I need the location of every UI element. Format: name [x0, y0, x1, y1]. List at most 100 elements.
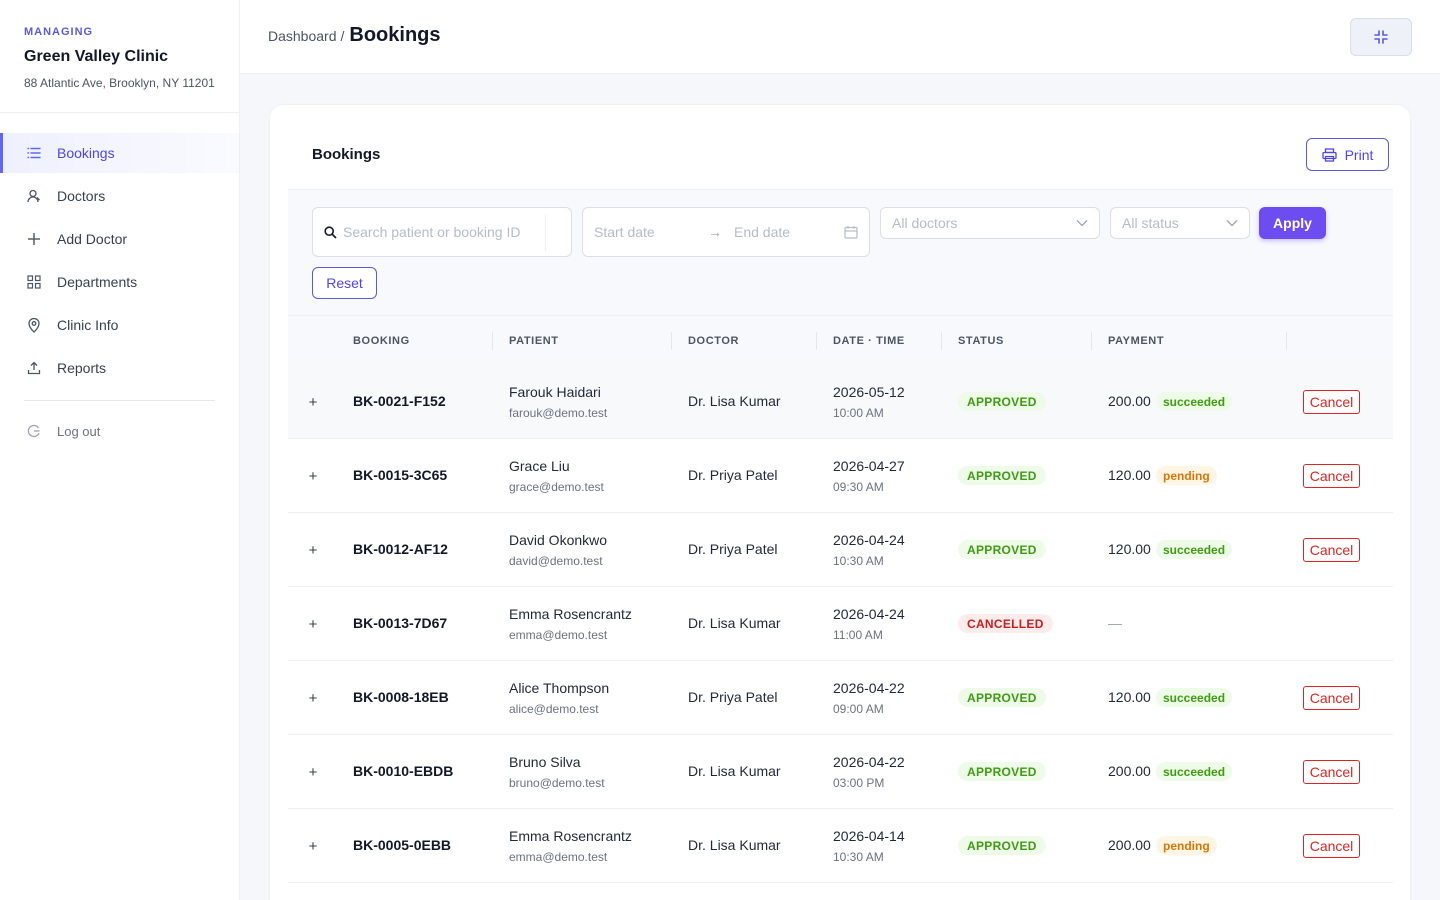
payment-status-badge: succeeded [1156, 688, 1233, 707]
payment-status-badge: pending [1156, 466, 1217, 485]
expand-row-icon[interactable]: + [308, 837, 318, 855]
booking-date: 2026-04-22 [833, 754, 905, 770]
patient-name: David Okonkwo [509, 532, 608, 548]
doctor-name: Dr. Lisa Kumar [688, 763, 781, 779]
print-label: Print [1344, 146, 1374, 163]
booking-date: 2026-04-14 [833, 828, 905, 844]
logout-button[interactable]: Log out [0, 411, 239, 451]
clinic-info-block: MANAGING Green Valley Clinic 88 Atlantic… [0, 0, 239, 113]
doctor-select[interactable]: All doctors [880, 207, 1100, 239]
table-body: + BK-0021-F152 Farouk Haidari farouk@demo.t… [288, 365, 1393, 883]
payment-amount: 120.00 [1108, 467, 1151, 483]
breadcrumb-separator: / [340, 28, 345, 44]
expand-row-icon[interactable]: + [308, 541, 318, 559]
status-select[interactable]: All status [1110, 207, 1250, 239]
sidebar-item-reports[interactable]: Reports [0, 348, 239, 388]
expand-row-icon[interactable]: + [308, 615, 318, 633]
doctor-name: Dr. Lisa Kumar [688, 393, 781, 409]
sidebar-item-doctors[interactable]: Doctors [0, 176, 239, 216]
doctor-name: Dr. Priya Patel [688, 541, 778, 557]
column-header-patient[interactable]: PATIENT [509, 335, 559, 347]
sidebar-item-bookings[interactable]: Bookings [0, 133, 239, 173]
apply-button[interactable]: Apply [1259, 207, 1326, 239]
booking-date: 2026-05-12 [833, 384, 905, 400]
sidebar-item-clinic-info[interactable]: Clinic Info [0, 305, 239, 345]
booking-time: 10:30 AM [833, 554, 884, 568]
booking-time: 10:30 AM [833, 850, 884, 864]
patient-email: emma@demo.test [509, 850, 608, 864]
printer-icon [1321, 147, 1337, 162]
patient-email: alice@demo.test [509, 702, 599, 716]
patient-email: bruno@demo.test [509, 776, 605, 790]
column-header-date-time[interactable]: DATE · TIME [833, 335, 905, 347]
plus-icon [26, 231, 42, 247]
doctor-select-value: All doctors [892, 215, 958, 231]
cancel-booking-button[interactable]: Cancel [1303, 464, 1360, 488]
payment-amount: 200.00 [1108, 393, 1151, 409]
location-pin-icon [26, 317, 42, 333]
arrow-right-icon: → [708, 224, 722, 240]
cancel-booking-button[interactable]: Cancel [1303, 686, 1360, 710]
column-separator [492, 332, 493, 350]
status-select-value: All status [1122, 215, 1179, 231]
cancel-booking-button[interactable]: Cancel [1303, 760, 1360, 784]
column-separator [1286, 332, 1287, 350]
grid-icon [26, 274, 42, 290]
search-input[interactable] [343, 224, 543, 240]
status-badge: APPROVED [958, 836, 1046, 855]
expand-row-icon[interactable]: + [308, 393, 318, 411]
payment-status-badge: succeeded [1156, 762, 1233, 781]
expand-row-icon[interactable]: + [308, 689, 318, 707]
reset-button[interactable]: Reset [312, 267, 377, 299]
end-date-placeholder[interactable]: End date [734, 224, 791, 240]
booking-id: BK-0010-EBDB [353, 763, 454, 779]
managing-label: MANAGING [24, 26, 94, 38]
clinic-address: 88 Atlantic Ave, Brooklyn, NY 11201 [24, 76, 215, 90]
status-badge: APPROVED [958, 762, 1046, 781]
search-divider [545, 215, 546, 251]
booking-time: 11:00 AM [833, 628, 883, 642]
patient-email: grace@demo.test [509, 480, 604, 494]
patient-name: Grace Liu [509, 458, 570, 474]
table-row[interactable]: + BK-0008-18EB Alice Thompson alice@demo.te… [288, 661, 1393, 735]
status-badge: APPROVED [958, 466, 1046, 485]
table-row[interactable]: + BK-0013-7D67 Emma Rosencrantz emma@demo.t… [288, 587, 1393, 661]
column-header-payment[interactable]: PAYMENT [1108, 335, 1165, 347]
sidebar: MANAGING Green Valley Clinic 88 Atlantic… [0, 0, 240, 900]
booking-id: BK-0005-0EBB [353, 837, 452, 853]
table-row[interactable]: + BK-0012-AF12 David Okonkwo david@demo.tes… [288, 513, 1393, 587]
collapse-button[interactable] [1350, 18, 1412, 56]
sidebar-nav: Bookings Doctors Add Doctor Departments … [0, 113, 239, 451]
cancel-booking-button[interactable]: Cancel [1303, 538, 1360, 562]
cancel-booking-button[interactable]: Cancel [1303, 834, 1360, 858]
expand-row-icon[interactable]: + [308, 763, 318, 781]
payment-amount: 120.00 [1108, 541, 1151, 557]
expand-row-icon[interactable]: + [308, 467, 318, 485]
patient-email: farouk@demo.test [509, 406, 608, 420]
column-header-status[interactable]: STATUS [958, 335, 1004, 347]
column-separator [1091, 332, 1092, 350]
breadcrumb-dashboard-link[interactable]: Dashboard [268, 28, 337, 44]
date-range-picker[interactable]: Start date → End date [582, 207, 870, 257]
column-header-doctor[interactable]: DOCTOR [688, 335, 740, 347]
sidebar-item-departments[interactable]: Departments [0, 262, 239, 302]
table-row[interactable]: + BK-0015-3C65 Grace Liu grace@demo.test Dr.… [288, 439, 1393, 513]
column-header-booking[interactable]: BOOKING [353, 335, 410, 347]
booking-time: 10:00 AM [833, 406, 884, 420]
clinic-name: Green Valley Clinic [24, 48, 169, 65]
start-date-placeholder[interactable]: Start date [594, 224, 655, 240]
cancel-booking-button[interactable]: Cancel [1303, 390, 1360, 414]
table-row[interactable]: + BK-0005-0EBB Emma Rosencrantz emma@demo.t… [288, 809, 1393, 883]
print-button[interactable]: Print [1306, 138, 1389, 171]
bookings-table: BOOKING PATIENT DOCTOR DATE · TIME STATU… [288, 315, 1393, 883]
booking-date: 2026-04-27 [833, 458, 905, 474]
table-row[interactable]: + BK-0021-F152 Farouk Haidari farouk@demo.t… [288, 365, 1393, 439]
sidebar-item-add-doctor[interactable]: Add Doctor [0, 219, 239, 259]
bookings-card: Bookings Print Start date → End date All… [269, 104, 1411, 900]
breadcrumb: Dashboard / Bookings [268, 24, 441, 47]
table-row[interactable]: + BK-0010-EBDB Bruno Silva bruno@demo.test D… [288, 735, 1393, 809]
table-header: BOOKING PATIENT DOCTOR DATE · TIME STATU… [288, 315, 1393, 365]
payment-amount: 200.00 [1108, 837, 1151, 853]
search-box[interactable] [312, 207, 572, 257]
column-separator [941, 332, 942, 350]
